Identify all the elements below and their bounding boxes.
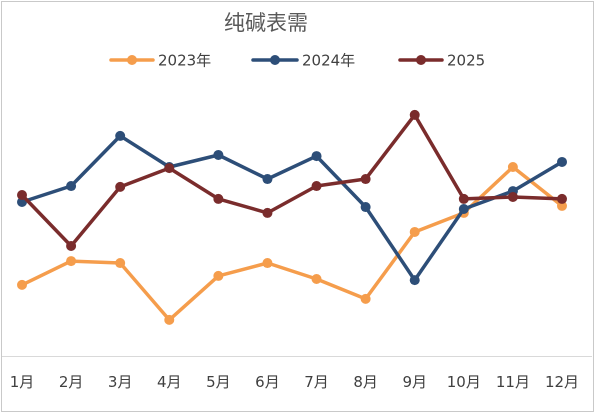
data-point-2023-5 xyxy=(213,270,224,281)
data-point-2023-12 xyxy=(557,200,567,211)
data-point-2023-11 xyxy=(507,162,518,172)
data-point-2024-10 xyxy=(458,204,469,214)
data-point-2023-2 xyxy=(66,256,77,267)
data-point-2024-9 xyxy=(409,275,420,286)
x-tick-label: 4月 xyxy=(157,373,182,391)
series-2025 xyxy=(17,109,567,251)
legend-swatch-marker xyxy=(127,55,137,65)
data-point-2025-5 xyxy=(213,193,224,204)
data-point-2024-12 xyxy=(557,156,567,167)
data-point-2025-7 xyxy=(311,181,322,192)
x-tick-label: 9月 xyxy=(402,373,427,391)
data-point-2023-6 xyxy=(262,258,273,269)
data-point-2023-8 xyxy=(360,293,371,304)
data-point-2023-9 xyxy=(409,226,420,237)
x-tick-label: 3月 xyxy=(108,373,133,391)
data-point-2025-11 xyxy=(507,191,518,202)
series-layer xyxy=(17,109,567,325)
legend-label: 2024年 xyxy=(302,52,355,70)
data-point-2025-9 xyxy=(409,109,420,120)
x-tick-label: 2月 xyxy=(59,373,84,391)
x-tick-label: 5月 xyxy=(206,373,231,391)
x-axis-tick-labels: 1月 2月 3月 4月 5月 6月 7月 8月 9月 10月 11月 12月 xyxy=(10,373,579,391)
legend-item-2023: 2023年 xyxy=(109,52,211,70)
data-point-2024-6 xyxy=(262,174,273,185)
legend-swatch-marker xyxy=(270,55,280,65)
data-point-2025-12 xyxy=(557,193,567,204)
legend-label: 2023年 xyxy=(158,52,211,70)
x-tick-label: 7月 xyxy=(304,373,329,391)
series-line-2025 xyxy=(20,113,564,248)
data-point-2023-4 xyxy=(164,314,175,325)
legend-swatch-marker xyxy=(416,55,426,65)
x-tick-label: 8月 xyxy=(353,373,378,391)
data-point-2024-5 xyxy=(213,149,224,160)
data-point-2025-4 xyxy=(164,163,175,174)
legend-item-2025: 2025 xyxy=(398,52,485,70)
data-point-2025-2 xyxy=(66,240,77,251)
data-point-2025-10 xyxy=(458,193,469,204)
data-point-2024-7 xyxy=(311,151,322,162)
series-line-2024 xyxy=(20,134,564,282)
x-tick-label: 10月 xyxy=(447,373,481,391)
data-point-2024-8 xyxy=(360,202,371,213)
data-point-2023-3 xyxy=(115,258,126,269)
data-point-2023-1 xyxy=(17,279,27,290)
chart-title: 纯碱表需 xyxy=(224,11,308,35)
x-tick-label: 1月 xyxy=(10,373,35,391)
data-point-2024-3 xyxy=(115,130,126,141)
data-point-2024-2 xyxy=(66,181,77,192)
data-point-2025-3 xyxy=(115,181,126,192)
data-point-2025-6 xyxy=(262,207,273,218)
x-tick-label: 11月 xyxy=(496,373,530,391)
data-point-2023-7 xyxy=(311,274,322,284)
data-point-2025-8 xyxy=(360,174,371,185)
legend: 2023年 2024年 2025 xyxy=(109,52,485,70)
legend-label: 2025 xyxy=(447,52,485,70)
legend-item-2024: 2024年 xyxy=(251,52,355,70)
series-2024 xyxy=(17,130,567,286)
data-point-2025-1 xyxy=(17,190,27,200)
x-tick-label: 6月 xyxy=(255,373,280,391)
x-tick-label: 12月 xyxy=(545,373,579,391)
